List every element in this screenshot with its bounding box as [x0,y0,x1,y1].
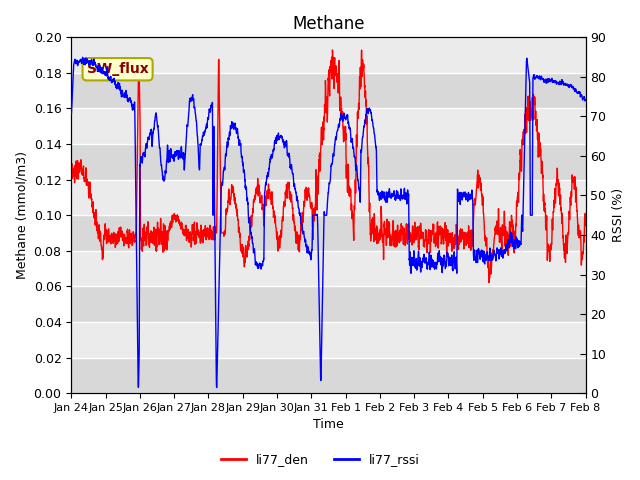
Title: Methane: Methane [292,15,365,33]
Bar [71,251,586,287]
Bar [71,215,586,251]
Bar [71,144,586,180]
Y-axis label: Methane (mmol/m3): Methane (mmol/m3) [15,151,28,279]
Text: SW_flux: SW_flux [86,62,148,76]
Bar [71,180,586,215]
Y-axis label: RSSI (%): RSSI (%) [612,188,625,242]
Bar [71,358,586,393]
Bar [71,287,586,322]
Bar [71,37,586,73]
Legend: li77_den, li77_rssi: li77_den, li77_rssi [216,448,424,471]
Bar [71,73,586,108]
Bar [71,322,586,358]
X-axis label: Time: Time [313,419,344,432]
Bar [71,108,586,144]
